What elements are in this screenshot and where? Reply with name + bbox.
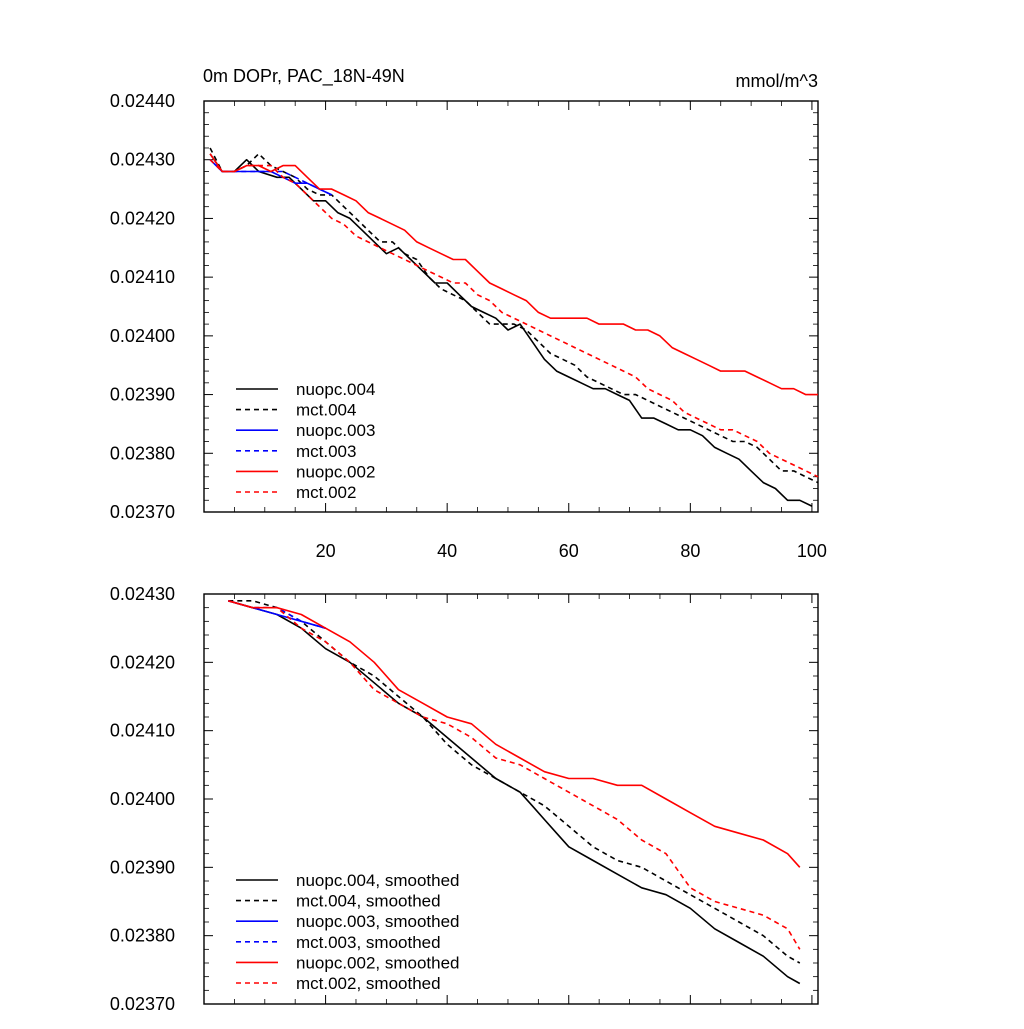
panel1-y-tick-label: 0.02380 <box>110 443 175 463</box>
panel1-legend-label-3: nuopc.003 <box>296 421 375 440</box>
panel1-y-tick-label: 0.02410 <box>110 267 175 287</box>
panel1-y-tick-label: 0.02440 <box>110 91 175 111</box>
panel2-series-line-5 <box>228 600 801 868</box>
panel1-legend-label-5: nuopc.002 <box>296 462 375 481</box>
panel2-y-tick-label: 0.02430 <box>110 584 175 604</box>
panel1-legend-label-2: mct.004 <box>296 401 356 420</box>
panel2-series-line-1 <box>228 600 801 985</box>
panel2-y-tick-label: 0.02390 <box>110 857 175 877</box>
panel2-y-tick-label: 0.02370 <box>110 994 175 1014</box>
panel2-y-tick-label: 0.02410 <box>110 721 175 741</box>
panel1-y-tick-label: 0.02420 <box>110 208 175 228</box>
panel1-legend-label-6: mct.002 <box>296 483 356 502</box>
panel1-y-tick-label: 0.02400 <box>110 326 175 346</box>
panel2-legend-label-6: mct.002, smoothed <box>296 974 441 993</box>
panel1-series-line-2 <box>209 147 819 484</box>
panel2-legend-label-4: mct.003, smoothed <box>296 933 441 952</box>
panel1-legend-label-1: nuopc.004 <box>296 380 375 399</box>
panel2-legend-label-2: mct.004, smoothed <box>296 892 441 911</box>
panel1-series-line-1 <box>209 153 813 507</box>
panel1-y-tick-label: 0.02390 <box>110 385 175 405</box>
panel2-legend-label-3: nuopc.003, smoothed <box>296 912 460 931</box>
panel1-x-tick-label: 20 <box>316 541 336 561</box>
panel1-plot-frame <box>203 100 819 513</box>
panel2-legend-label-5: nuopc.002, smoothed <box>296 953 460 972</box>
panel2-y-tick-label: 0.02400 <box>110 789 175 809</box>
panel1-x-tick-label: 100 <box>797 541 827 561</box>
panel1-y-tick-label: 0.02430 <box>110 150 175 170</box>
panel1-series-line-5 <box>209 153 818 396</box>
panel1-legend-label-4: mct.003 <box>296 442 356 461</box>
units-label: mmol/m^3 <box>736 71 818 91</box>
panel2-series-line-6 <box>228 600 801 950</box>
panel1-x-tick-label: 80 <box>680 541 700 561</box>
panel2-y-tick-label: 0.02420 <box>110 652 175 672</box>
panel1-series-line-6 <box>209 159 819 478</box>
panel1-x-tick-label: 60 <box>559 541 579 561</box>
panel2-legend-label-1: nuopc.004, smoothed <box>296 871 460 890</box>
panel1-y-tick-label: 0.02370 <box>110 502 175 522</box>
chart-title: 0m DOPr, PAC_18N-49N <box>203 66 405 87</box>
panel2-y-tick-label: 0.02380 <box>110 926 175 946</box>
panel1-x-tick-label: 40 <box>437 541 457 561</box>
